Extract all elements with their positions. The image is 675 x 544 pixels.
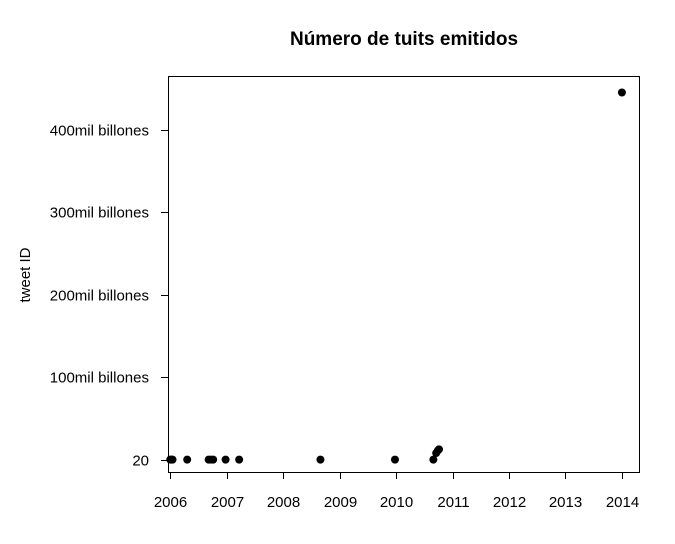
data-points bbox=[166, 88, 626, 464]
data-point bbox=[429, 455, 438, 464]
x-tick-label: 2007 bbox=[211, 494, 244, 511]
y-axis: 20 100mil billones 200mil billones 300mil b… bbox=[50, 123, 168, 470]
x-tick-label: 2006 bbox=[154, 494, 187, 511]
data-point bbox=[168, 455, 177, 464]
data-point bbox=[316, 455, 325, 464]
data-point bbox=[390, 455, 399, 464]
y-tick-label: 20 bbox=[132, 453, 149, 470]
data-point bbox=[435, 445, 444, 454]
data-point bbox=[209, 455, 218, 464]
data-point bbox=[235, 455, 244, 464]
x-tick-label: 2008 bbox=[267, 494, 300, 511]
y-tick-label: 300mil billones bbox=[50, 205, 149, 222]
x-tick-label: 2011 bbox=[437, 494, 469, 511]
x-tick-label: 2010 bbox=[380, 494, 413, 511]
y-axis-label: tweet ID bbox=[17, 247, 34, 302]
x-tick-label: 2009 bbox=[324, 494, 357, 511]
data-point bbox=[221, 455, 230, 464]
data-point bbox=[617, 88, 626, 97]
y-tick-label: 100mil billones bbox=[50, 370, 149, 387]
x-tick-label: 2012 bbox=[493, 494, 526, 511]
y-tick-label: 400mil billones bbox=[50, 123, 149, 140]
x-tick-label: 2013 bbox=[549, 494, 582, 511]
x-tick-label: 2014 bbox=[606, 494, 639, 511]
data-point bbox=[183, 455, 192, 464]
x-axis: 2006 2007 2008 2009 2010 2011 2012 2013 2014 bbox=[154, 472, 639, 511]
plot-area bbox=[168, 76, 640, 473]
chart-title: Número de tuits emitidos bbox=[290, 29, 518, 50]
y-tick-label: 200mil billones bbox=[50, 288, 149, 305]
